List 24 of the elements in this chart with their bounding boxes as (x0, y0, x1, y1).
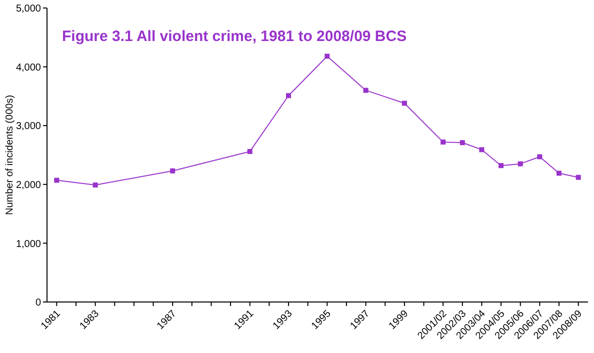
point (460, 140, 465, 146)
y-tick-label: 1,000 (16, 238, 42, 250)
point (402, 100, 407, 106)
y-tick-label: 0 (35, 298, 42, 309)
y-tick-label: 2,000 (16, 180, 42, 191)
point (518, 161, 523, 166)
point (363, 88, 368, 93)
point (286, 93, 292, 98)
y-tick-label: 3,000 (16, 121, 42, 132)
point (498, 163, 504, 168)
point (54, 178, 60, 183)
point (247, 148, 252, 154)
text: Figure 3.1 All violent crime, 1981 to 2008/09 BCS (62, 28, 407, 45)
y-axis-title: Number of incidents (000s) (4, 94, 16, 216)
point (479, 147, 484, 152)
point (537, 154, 542, 160)
point (92, 182, 98, 188)
point (324, 54, 330, 59)
point (170, 168, 176, 174)
point (576, 174, 581, 180)
point (440, 140, 446, 145)
y-tick-label: 4,000 (16, 62, 42, 74)
point (556, 170, 562, 176)
y-tick-label: 5,000 (16, 4, 42, 15)
